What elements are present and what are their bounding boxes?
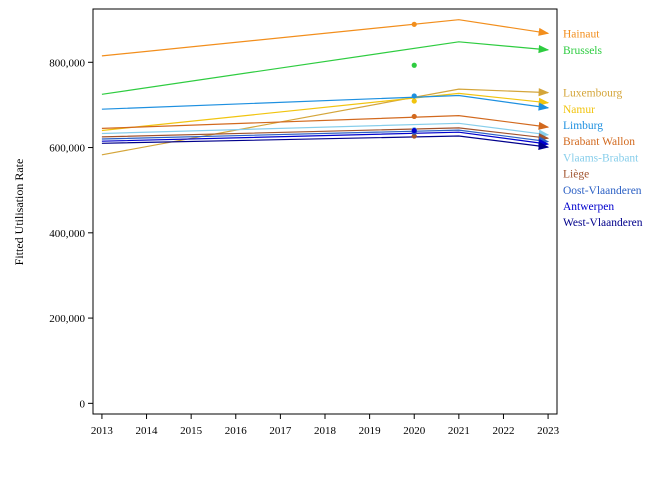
x-tick-label-2021: 2021 [448,425,470,437]
series-line-li-ge [101,127,549,139]
series-line-brabant-wallon [101,114,549,129]
x-tick-label-2018: 2018 [314,425,337,437]
y-tick-label-600000: 600,000 [49,143,85,155]
observed-point-hainaut [411,21,417,27]
x-tick-label-2015: 2015 [180,425,203,437]
series-line-namur [101,92,549,132]
y-tick-label-800000: 800,000 [49,57,85,69]
y-axis-title: Fitted Utilisation Rate [12,159,26,266]
series-line-vlaams-brabant [101,122,549,136]
observed-point-namur [411,98,417,104]
series-label-oost-vlaanderen: Oost-Vlaanderen [563,185,642,197]
x-tick-label-2020: 2020 [403,425,426,437]
observed-point-antwerpen [411,127,417,134]
series-label-brussels: Brussels [563,45,603,57]
observed-point-brabant-wallon [411,113,417,120]
series-labels: Hainaut Brussels Luxembourg Namur Limburg Bra… [563,28,643,229]
plot-frame [92,8,558,415]
series-label-antwerpen: Antwerpen [563,201,614,213]
observed-point-li-ge [411,133,417,139]
series-arrow-hainaut [538,27,550,36]
x-tick-label-2023: 2023 [537,425,560,437]
x-tick-label-2017: 2017 [269,425,292,437]
x-tick-label-2016: 2016 [225,425,248,437]
series-label-west-vlaanderen: West-Vlaanderen [563,217,643,229]
x-tick-label-2022: 2022 [492,425,514,437]
y-tick-label-400000: 400,000 [49,228,85,240]
series-arrow-namur [538,97,550,106]
series-arrow-luxembourg [538,88,550,97]
series-line-oost-vlaanderen [101,129,549,143]
series-label-limburg: Limburg [563,120,603,132]
series-label-li-ge: Liège [563,169,589,181]
series-label-namur: Namur [563,104,595,116]
series-arrow-brussels [538,44,550,54]
series-line-west-vlaanderen [101,135,549,148]
axis-ticks: 2013 2014 2015 2016 2017 2018 2019 2020 2021 2022… [49,57,559,437]
series-line-hainaut [101,19,549,57]
y-tick-label-200000: 200,000 [49,313,85,325]
y-tick-label-0: 0 [80,398,86,410]
series-line-limburg [101,94,549,110]
x-tick-label-2013: 2013 [91,425,114,437]
series-arrow-west-vlaanderen [538,141,550,151]
series-line-brussels [101,41,549,95]
series-label-brabant-wallon: Brabant Wallon [563,136,635,148]
observed-point-limburg [411,93,417,99]
series-label-hainaut: Hainaut [563,28,600,40]
series-label-vlaams-brabant: Vlaams-Brabant [563,152,639,164]
series-arrow-brabant-wallon [538,121,550,130]
series-label-luxembourg: Luxembourg [563,88,622,100]
observed-point-brussels [411,62,417,68]
series-lines [101,19,550,156]
x-tick-label-2014: 2014 [136,425,159,437]
series-arrow-limburg [538,102,550,111]
x-tick-label-2019: 2019 [359,425,382,437]
series-line-luxembourg [101,88,549,156]
observed-points [411,21,417,139]
plot-border [92,8,558,415]
series-line-antwerpen [101,131,549,145]
